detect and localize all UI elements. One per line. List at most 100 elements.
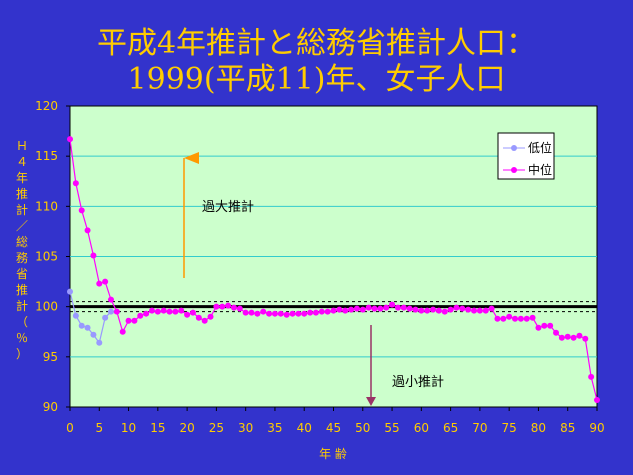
data-point bbox=[353, 305, 360, 312]
data-point bbox=[564, 333, 571, 340]
data-point bbox=[195, 314, 202, 321]
x-tick-label: 65 bbox=[443, 421, 458, 435]
chart-title: 平成4年推計と総務省推計人口： 1999(平成11)年、女子人口 bbox=[0, 26, 633, 98]
x-tick-label: 75 bbox=[502, 421, 517, 435]
y-tick-label: 115 bbox=[35, 149, 58, 163]
data-point bbox=[312, 309, 319, 316]
data-point bbox=[482, 307, 489, 314]
data-point bbox=[588, 373, 595, 380]
legend-marker-low bbox=[511, 145, 517, 151]
data-point bbox=[72, 180, 79, 187]
data-point bbox=[166, 308, 173, 315]
data-point bbox=[541, 322, 548, 329]
y-tick-label: 95 bbox=[43, 350, 58, 364]
y-axis-label-char: Ｈ bbox=[16, 139, 28, 153]
y-axis-label-char: ） bbox=[16, 347, 28, 361]
data-point bbox=[307, 309, 314, 316]
data-point bbox=[512, 315, 519, 322]
y-axis-label-char: （ bbox=[16, 315, 28, 329]
data-point bbox=[488, 305, 495, 312]
data-point bbox=[72, 312, 79, 319]
title-line-2: 1999(平成11)年、女子人口 bbox=[127, 62, 506, 97]
legend-label-mid: 中位 bbox=[528, 162, 552, 177]
data-point bbox=[102, 314, 109, 321]
y-axis-label-char: ％ bbox=[16, 331, 28, 345]
data-point bbox=[90, 331, 97, 338]
y-axis-label-char: 計 bbox=[16, 298, 28, 313]
x-tick-label: 0 bbox=[66, 421, 74, 435]
data-point bbox=[96, 339, 103, 346]
x-tick-label: 40 bbox=[297, 421, 312, 435]
data-point bbox=[582, 335, 589, 342]
data-point bbox=[236, 305, 243, 312]
data-point bbox=[529, 314, 536, 321]
data-point bbox=[471, 307, 478, 314]
x-tick-label: 55 bbox=[384, 421, 399, 435]
legend: 低位 中位 bbox=[497, 132, 555, 180]
data-point bbox=[447, 306, 454, 313]
data-point bbox=[283, 311, 290, 318]
data-point bbox=[271, 310, 278, 317]
y-axis-label-char: ／ bbox=[16, 219, 28, 233]
x-tick-label: 30 bbox=[238, 421, 253, 435]
data-point bbox=[84, 324, 91, 331]
data-point bbox=[465, 306, 472, 313]
data-point bbox=[406, 305, 413, 312]
data-point bbox=[506, 313, 513, 320]
data-point bbox=[172, 308, 179, 315]
data-point bbox=[453, 304, 460, 311]
under-arrow-head bbox=[366, 397, 376, 406]
x-tick-label: 15 bbox=[150, 421, 165, 435]
data-point bbox=[289, 310, 296, 317]
data-point bbox=[301, 310, 308, 317]
data-point bbox=[400, 304, 407, 311]
data-point bbox=[213, 303, 220, 310]
data-point bbox=[371, 305, 378, 312]
data-point bbox=[553, 329, 560, 336]
data-point bbox=[125, 317, 132, 324]
x-tick-label: 80 bbox=[531, 421, 546, 435]
y-tick-label: 90 bbox=[43, 400, 58, 414]
data-point bbox=[594, 396, 600, 403]
data-point bbox=[260, 308, 267, 315]
data-point bbox=[342, 307, 349, 314]
data-point bbox=[148, 307, 155, 314]
data-point bbox=[119, 328, 126, 335]
data-point bbox=[143, 310, 150, 317]
y-axis-label-char: 計 bbox=[16, 202, 28, 217]
data-point bbox=[96, 280, 103, 287]
x-tick-label: 45 bbox=[326, 421, 341, 435]
x-tick-label: 50 bbox=[355, 421, 370, 435]
data-point bbox=[154, 308, 161, 315]
x-tick-label: 35 bbox=[267, 421, 282, 435]
data-point bbox=[500, 315, 507, 322]
data-point bbox=[535, 324, 542, 331]
data-point bbox=[576, 332, 583, 339]
data-point bbox=[459, 305, 466, 312]
data-point bbox=[266, 310, 273, 317]
y-tick-label: 110 bbox=[35, 199, 58, 213]
data-point bbox=[418, 307, 425, 314]
y-tick-label: 100 bbox=[35, 300, 58, 314]
data-point bbox=[383, 304, 390, 311]
data-point bbox=[318, 308, 325, 315]
title-line-1: 平成4年推計と総務省推計人口： bbox=[96, 26, 537, 61]
data-point bbox=[394, 304, 401, 311]
legend-label-low: 低位 bbox=[528, 140, 552, 155]
data-point bbox=[277, 310, 284, 317]
x-tick-label: 60 bbox=[414, 421, 429, 435]
data-point bbox=[78, 322, 85, 329]
x-tick-label: 90 bbox=[589, 421, 604, 435]
data-point bbox=[107, 296, 114, 303]
data-point bbox=[90, 252, 97, 259]
data-point bbox=[67, 136, 73, 143]
y-axis-label-char: 年 bbox=[16, 171, 28, 185]
data-point bbox=[430, 306, 437, 313]
data-point bbox=[78, 207, 85, 214]
data-point bbox=[102, 278, 109, 285]
y-axis-label-char: 務 bbox=[16, 251, 28, 265]
under-label: 過小推計 bbox=[392, 374, 444, 390]
data-point bbox=[189, 309, 196, 316]
data-point bbox=[184, 311, 191, 318]
